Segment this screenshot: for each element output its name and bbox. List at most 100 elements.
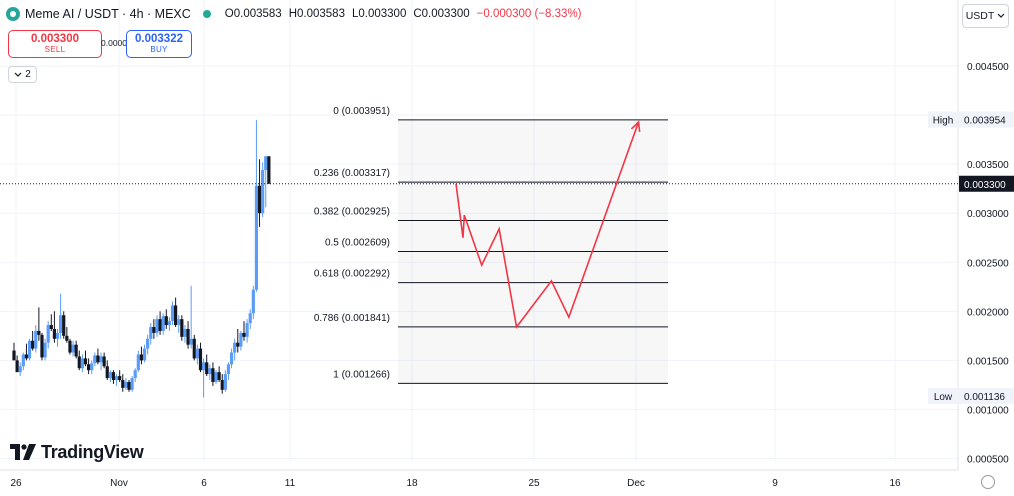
y-tick-label: 0.000500 (967, 455, 1009, 466)
candle (220, 374, 224, 394)
sell-button[interactable]: 0.003300 SELL (8, 30, 102, 58)
symbol-logo-icon (6, 7, 20, 21)
ohlc-open: O0.003583 (224, 8, 282, 20)
candle (55, 328, 60, 347)
high-value-tag (959, 111, 1014, 128)
x-tick-label: 26 (10, 478, 22, 489)
candle-body (114, 376, 119, 380)
candle (46, 321, 50, 349)
candle-body (59, 315, 63, 333)
candle (102, 352, 106, 369)
candle (21, 352, 25, 371)
candle (201, 358, 206, 398)
settings-gear-icon[interactable] (981, 475, 995, 489)
candle-body (220, 380, 224, 390)
candle-body (99, 356, 103, 363)
candle (93, 352, 97, 367)
candle (136, 350, 140, 373)
candle-body (251, 289, 255, 314)
candle (40, 332, 44, 361)
buy-label: BUY (150, 45, 168, 54)
y-tick-label: 0.004500 (967, 62, 1009, 73)
candle-body (158, 319, 162, 331)
candle-body (177, 319, 181, 326)
buy-price: 0.003322 (135, 33, 183, 45)
candle-body (167, 321, 172, 326)
candle (34, 325, 38, 353)
candle (96, 348, 100, 365)
candle (205, 354, 209, 377)
candle-body (180, 319, 184, 337)
low-value-tag (959, 388, 1014, 405)
candle (114, 374, 119, 386)
candle-body (46, 325, 50, 343)
candle-body (127, 381, 131, 390)
candle (68, 338, 72, 355)
candle (130, 376, 134, 392)
candle (77, 350, 81, 371)
indicators-toggle-button[interactable]: 2 (8, 66, 37, 83)
candle (217, 366, 221, 382)
fib-level-label: 1 (0.001266) (333, 369, 390, 380)
candle-body (65, 335, 69, 341)
candle (229, 348, 234, 369)
candle (214, 370, 218, 384)
candle (226, 362, 231, 380)
candle (65, 327, 69, 343)
x-tick-label: 11 (285, 478, 296, 489)
candle-body (257, 185, 262, 214)
candle (177, 315, 181, 333)
candle-body (55, 332, 60, 339)
buy-button[interactable]: 0.003322 BUY (126, 30, 192, 58)
sell-price: 0.003300 (31, 33, 79, 45)
candle-body (248, 313, 252, 324)
candle-body (192, 338, 196, 359)
candle (139, 346, 144, 365)
candle (254, 119, 259, 292)
fib-level-label: 0 (0.003951) (333, 106, 390, 117)
candle (90, 360, 94, 375)
fib-level-label: 0.5 (0.002609) (325, 238, 390, 249)
candle-body (198, 348, 203, 371)
candle (142, 344, 147, 363)
candle-body (18, 366, 22, 373)
candle-body (24, 354, 29, 359)
candle (180, 315, 184, 341)
candle (211, 362, 215, 386)
candle (149, 323, 153, 345)
candle (170, 301, 175, 326)
candle-body (245, 323, 249, 337)
candle-body (152, 327, 156, 333)
candle-body (12, 350, 16, 361)
candle-body (195, 348, 199, 359)
candle-body (27, 340, 32, 359)
sell-label: SELL (44, 45, 66, 54)
candle-body (239, 332, 243, 347)
candle (83, 350, 88, 367)
symbol-title[interactable]: Meme AI / USDT · 4h · MEXC (25, 7, 191, 21)
candle (195, 344, 199, 365)
candle (118, 370, 122, 382)
candle-body (86, 364, 91, 371)
candle (208, 364, 212, 380)
candle-body (174, 305, 178, 326)
candle (99, 352, 103, 371)
candle-body (71, 344, 75, 353)
currency-label: USDT (965, 10, 995, 22)
candle-body (15, 360, 19, 373)
indicators-count: 2 (25, 69, 31, 80)
candle-body (146, 338, 150, 349)
candle-body (68, 340, 72, 353)
high-value: 0.003954 (964, 116, 1006, 127)
candle (186, 321, 190, 349)
chart-header: Meme AI / USDT · 4h · MEXC O0.003583 H0.… (6, 4, 582, 24)
candle (248, 309, 252, 329)
candle-body (62, 315, 66, 336)
tradingview-wordmark: TradingView (41, 441, 144, 462)
ohlc-high: H0.003583 (288, 8, 345, 20)
currency-select[interactable]: USDT (962, 4, 1009, 28)
candle-body (208, 368, 212, 375)
spread-value: 0.000022 (101, 38, 137, 48)
candle-body (124, 381, 128, 388)
